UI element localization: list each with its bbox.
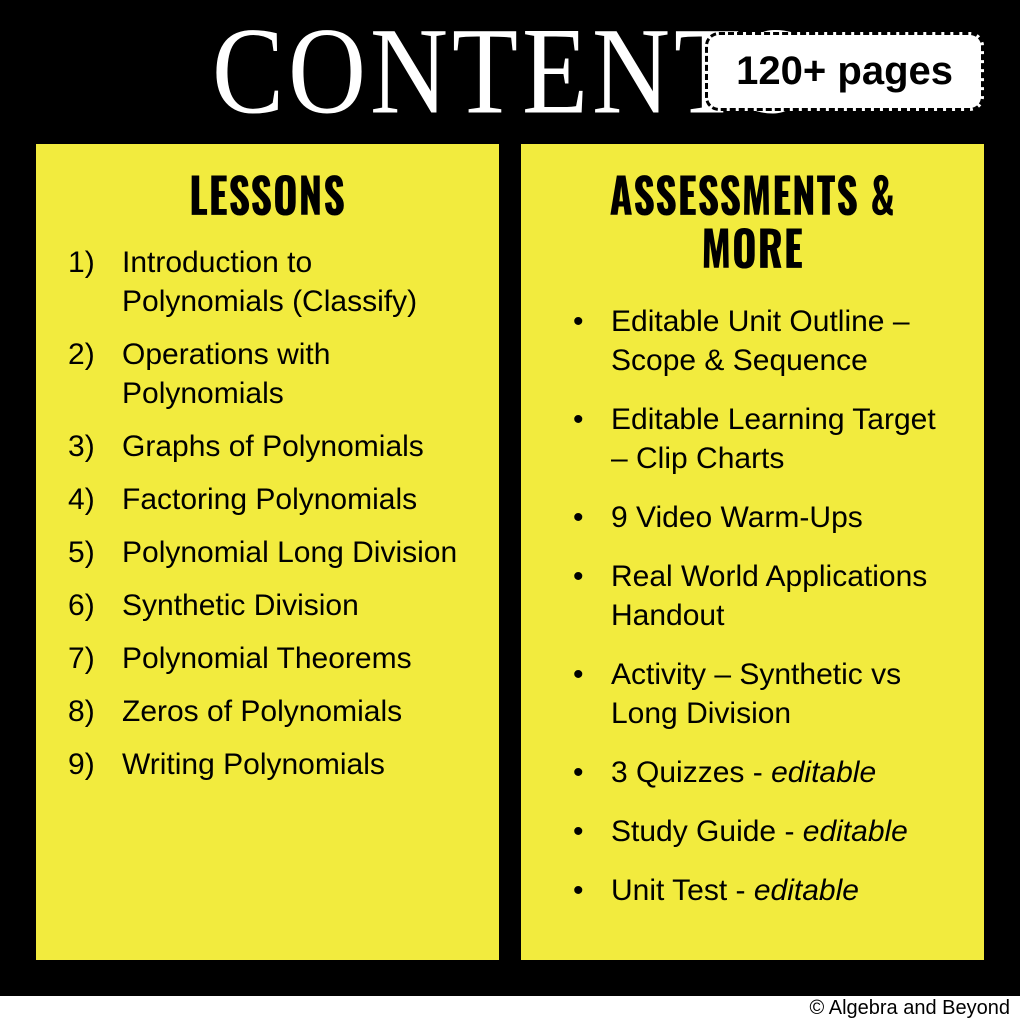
list-item: 3 Quizzes - editable bbox=[565, 753, 956, 792]
list-item: Zeros of Polynomials bbox=[68, 692, 471, 731]
item-suffix: editable bbox=[771, 756, 876, 789]
item-text: Editable Unit Outline – Scope & Sequence bbox=[611, 305, 910, 377]
list-item: Operations with Polynomials bbox=[68, 335, 471, 413]
lessons-heading: LESSONS bbox=[88, 168, 446, 221]
lessons-panel: LESSONS Introduction to Polynomials (Cla… bbox=[36, 144, 499, 960]
item-text: Editable Learning Target – Clip Charts bbox=[611, 403, 936, 475]
list-item: Synthetic Division bbox=[68, 586, 471, 625]
assessments-panel: ASSESSMENTS & MORE Editable Unit Outline… bbox=[521, 144, 984, 960]
assessments-heading: ASSESSMENTS & MORE bbox=[573, 168, 931, 274]
list-item: Writing Polynomials bbox=[68, 745, 471, 784]
contents-frame: CONTENTS 120+ pages LESSONS Introduction… bbox=[0, 0, 1020, 996]
item-text: Study Guide - bbox=[611, 815, 803, 848]
list-item: Editable Learning Target – Clip Charts bbox=[565, 400, 956, 478]
list-item: Introduction to Polynomials (Classify) bbox=[68, 243, 471, 321]
page-count-badge: 120+ pages bbox=[705, 32, 984, 111]
list-item: Polynomial Theorems bbox=[68, 639, 471, 678]
list-item: Unit Test - editable bbox=[565, 871, 956, 910]
list-item: Real World Applications Handout bbox=[565, 557, 956, 635]
item-text: 3 Quizzes - bbox=[611, 756, 771, 789]
item-text: Activity – Synthetic vs Long Division bbox=[611, 658, 901, 730]
list-item: Activity – Synthetic vs Long Division bbox=[565, 655, 956, 733]
item-suffix: editable bbox=[754, 874, 859, 907]
copyright-text: © Algebra and Beyond bbox=[810, 997, 1010, 1020]
list-item: Editable Unit Outline – Scope & Sequence bbox=[565, 302, 956, 380]
item-text: Real World Applications Handout bbox=[611, 560, 927, 632]
list-item: Study Guide - editable bbox=[565, 812, 956, 851]
assessments-list: Editable Unit Outline – Scope & Sequence… bbox=[549, 302, 956, 910]
lessons-list: Introduction to Polynomials (Classify) O… bbox=[64, 243, 471, 784]
list-item: Factoring Polynomials bbox=[68, 480, 471, 519]
list-item: 9 Video Warm-Ups bbox=[565, 498, 956, 537]
item-suffix: editable bbox=[803, 815, 908, 848]
item-text: 9 Video Warm-Ups bbox=[611, 501, 863, 534]
item-text: Unit Test - bbox=[611, 874, 754, 907]
panels-row: LESSONS Introduction to Polynomials (Cla… bbox=[0, 144, 1020, 996]
header: CONTENTS 120+ pages bbox=[0, 0, 1020, 144]
list-item: Polynomial Long Division bbox=[68, 533, 471, 572]
list-item: Graphs of Polynomials bbox=[68, 427, 471, 466]
